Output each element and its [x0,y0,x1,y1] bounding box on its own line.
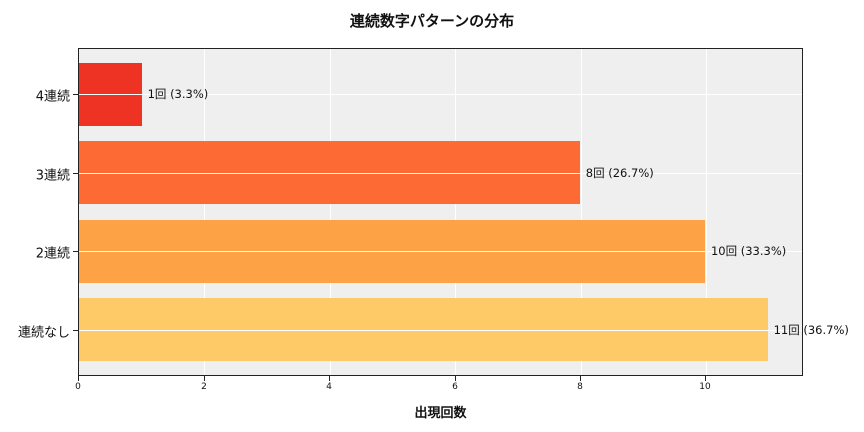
grid-line [79,173,802,174]
x-tick [455,376,456,381]
y-tick [73,94,78,95]
y-tick [73,251,78,252]
chart-title: 連続数字パターンの分布 [349,12,515,30]
grid-line [706,49,707,375]
y-tick [73,173,78,174]
value-label: 11回 (36.7%) [773,323,849,337]
x-tick [705,376,706,381]
grid-line [79,94,802,95]
grid-line [204,49,205,375]
y-tick-label: 3連続 [35,168,70,184]
bar-no-consecutive [79,298,768,361]
x-tick-label: 2 [201,382,207,392]
value-label: 1回 (3.3%) [147,87,209,101]
bar-3-consecutive [79,141,580,204]
grid-line [581,49,582,375]
x-tick-label: 4 [326,382,332,392]
y-tick-label: 4連続 [35,89,70,105]
x-tick [78,376,79,381]
x-tick-label: 0 [75,382,81,392]
grid-line [455,49,456,375]
grid-line [330,49,331,375]
x-axis-label: 出現回数 [414,406,467,421]
y-tick-label: 連続なし [17,325,70,341]
y-tick [73,330,78,331]
x-tick-label: 8 [577,382,583,392]
plot-area: 1回 (3.3%) 8回 (26.7%) 10回 (33.3%) 11回 (36… [78,48,849,376]
grid-line [79,330,802,331]
grid-line [79,251,802,252]
value-label: 10回 (33.3%) [710,244,787,258]
x-tick [329,376,330,381]
x-tick [204,376,205,381]
y-tick-label: 2連続 [35,246,70,262]
value-label: 8回 (26.7%) [585,166,654,180]
x-tick [580,376,581,381]
x-tick-label: 6 [452,382,458,392]
x-tick-label: 10 [699,382,711,392]
